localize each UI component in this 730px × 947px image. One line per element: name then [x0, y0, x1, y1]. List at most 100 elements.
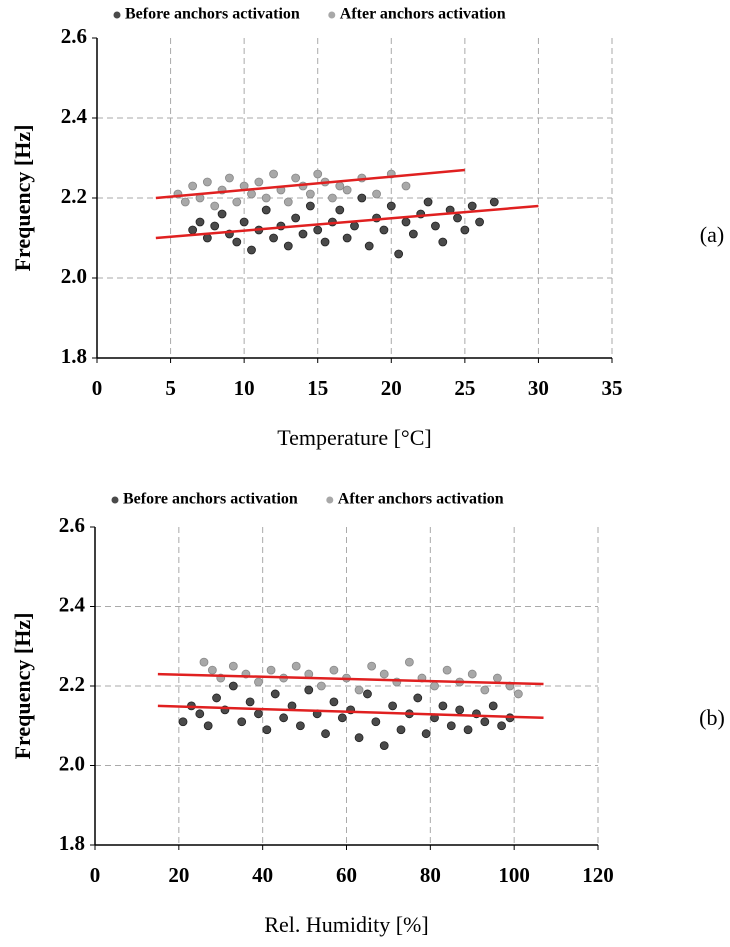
data-point — [467, 669, 477, 679]
x-tick-label: 80 — [420, 863, 441, 887]
data-point — [455, 705, 465, 715]
panel-label: (a) — [700, 222, 724, 247]
data-point — [342, 233, 352, 243]
x-tick-label: 15 — [307, 376, 328, 400]
data-point — [261, 193, 271, 203]
y-tick-label: 2.0 — [61, 264, 87, 288]
data-point — [207, 665, 217, 675]
y-axis-label: Frequency [Hz] — [10, 125, 35, 272]
data-point — [438, 237, 448, 247]
data-point — [342, 185, 352, 195]
data-point — [513, 689, 523, 699]
x-axis-label: Rel. Humidity [%] — [264, 912, 428, 937]
panel-label: (b) — [699, 705, 725, 730]
x-tick-label: 30 — [528, 376, 549, 400]
data-point — [291, 173, 301, 183]
data-point — [408, 229, 418, 239]
data-point — [269, 169, 278, 179]
y-tick-label: 1.8 — [59, 831, 85, 855]
data-point — [401, 181, 411, 191]
x-axis-label: Temperature [°C] — [277, 425, 431, 450]
x-tick-label: 120 — [582, 863, 614, 887]
data-point — [430, 681, 439, 691]
data-point — [396, 725, 406, 735]
data-point — [386, 201, 396, 211]
data-point — [463, 725, 473, 735]
data-point — [291, 213, 301, 223]
data-point — [329, 697, 339, 707]
data-point — [350, 221, 359, 231]
y-tick-label: 1.8 — [61, 344, 87, 368]
data-point — [262, 725, 272, 735]
data-point — [212, 693, 221, 703]
legend-marker — [113, 11, 121, 19]
y-tick-label: 2.4 — [59, 592, 86, 616]
data-point — [337, 713, 347, 723]
data-point — [379, 225, 389, 235]
legend-marker — [328, 11, 336, 19]
trend-line — [157, 704, 544, 720]
data-point — [247, 245, 256, 255]
y-tick-label: 2.6 — [59, 513, 85, 537]
x-tick-label: 100 — [498, 863, 530, 887]
data-point — [261, 205, 271, 215]
data-point — [228, 661, 238, 671]
x-tick-label: 10 — [234, 376, 255, 400]
legend-marker — [111, 496, 119, 504]
data-point — [388, 701, 398, 711]
data-point — [367, 661, 377, 671]
data-point — [329, 665, 339, 675]
data-point — [203, 721, 213, 731]
data-point — [354, 733, 364, 743]
y-tick-label: 2.2 — [59, 672, 85, 696]
data-point — [287, 701, 297, 711]
data-point — [305, 189, 315, 199]
data-point — [245, 697, 255, 707]
data-point — [379, 741, 389, 751]
x-tick-label: 35 — [602, 376, 623, 400]
data-point — [497, 721, 506, 731]
trend-line — [157, 672, 544, 686]
data-point — [266, 665, 276, 675]
legend-label: Before anchors activation — [123, 491, 298, 508]
data-point — [269, 233, 278, 243]
data-point — [442, 665, 452, 675]
data-point — [313, 169, 323, 179]
data-point — [217, 209, 227, 219]
data-point — [320, 237, 330, 247]
y-tick-label: 2.4 — [61, 104, 88, 128]
data-point — [202, 233, 212, 243]
y-tick-label: 2.2 — [61, 184, 87, 208]
legend-marker — [326, 496, 334, 504]
data-point — [363, 689, 372, 699]
x-tick-label: 5 — [165, 376, 176, 400]
data-point — [304, 685, 314, 695]
data-point — [401, 217, 411, 227]
trend-line — [155, 204, 539, 240]
data-point — [489, 197, 499, 207]
data-point — [431, 221, 440, 231]
x-tick-label: 0 — [92, 376, 103, 400]
data-point — [404, 657, 414, 667]
y-axis-label: Frequency [Hz] — [10, 613, 35, 760]
data-point — [254, 677, 263, 687]
data-point — [298, 229, 308, 239]
data-point — [178, 717, 188, 727]
data-point — [254, 177, 264, 187]
data-point — [379, 669, 389, 679]
x-tick-label: 0 — [90, 863, 101, 887]
data-point — [232, 237, 242, 247]
data-point — [423, 197, 433, 207]
data-point — [210, 221, 220, 231]
data-point — [195, 709, 205, 719]
data-point — [291, 661, 301, 671]
x-tick-label: 20 — [381, 376, 402, 400]
data-point — [480, 685, 490, 695]
data-point — [313, 225, 323, 235]
data-point — [357, 193, 367, 203]
data-point — [316, 681, 326, 691]
data-point — [480, 717, 490, 727]
data-point — [279, 713, 289, 723]
data-point — [453, 213, 462, 223]
